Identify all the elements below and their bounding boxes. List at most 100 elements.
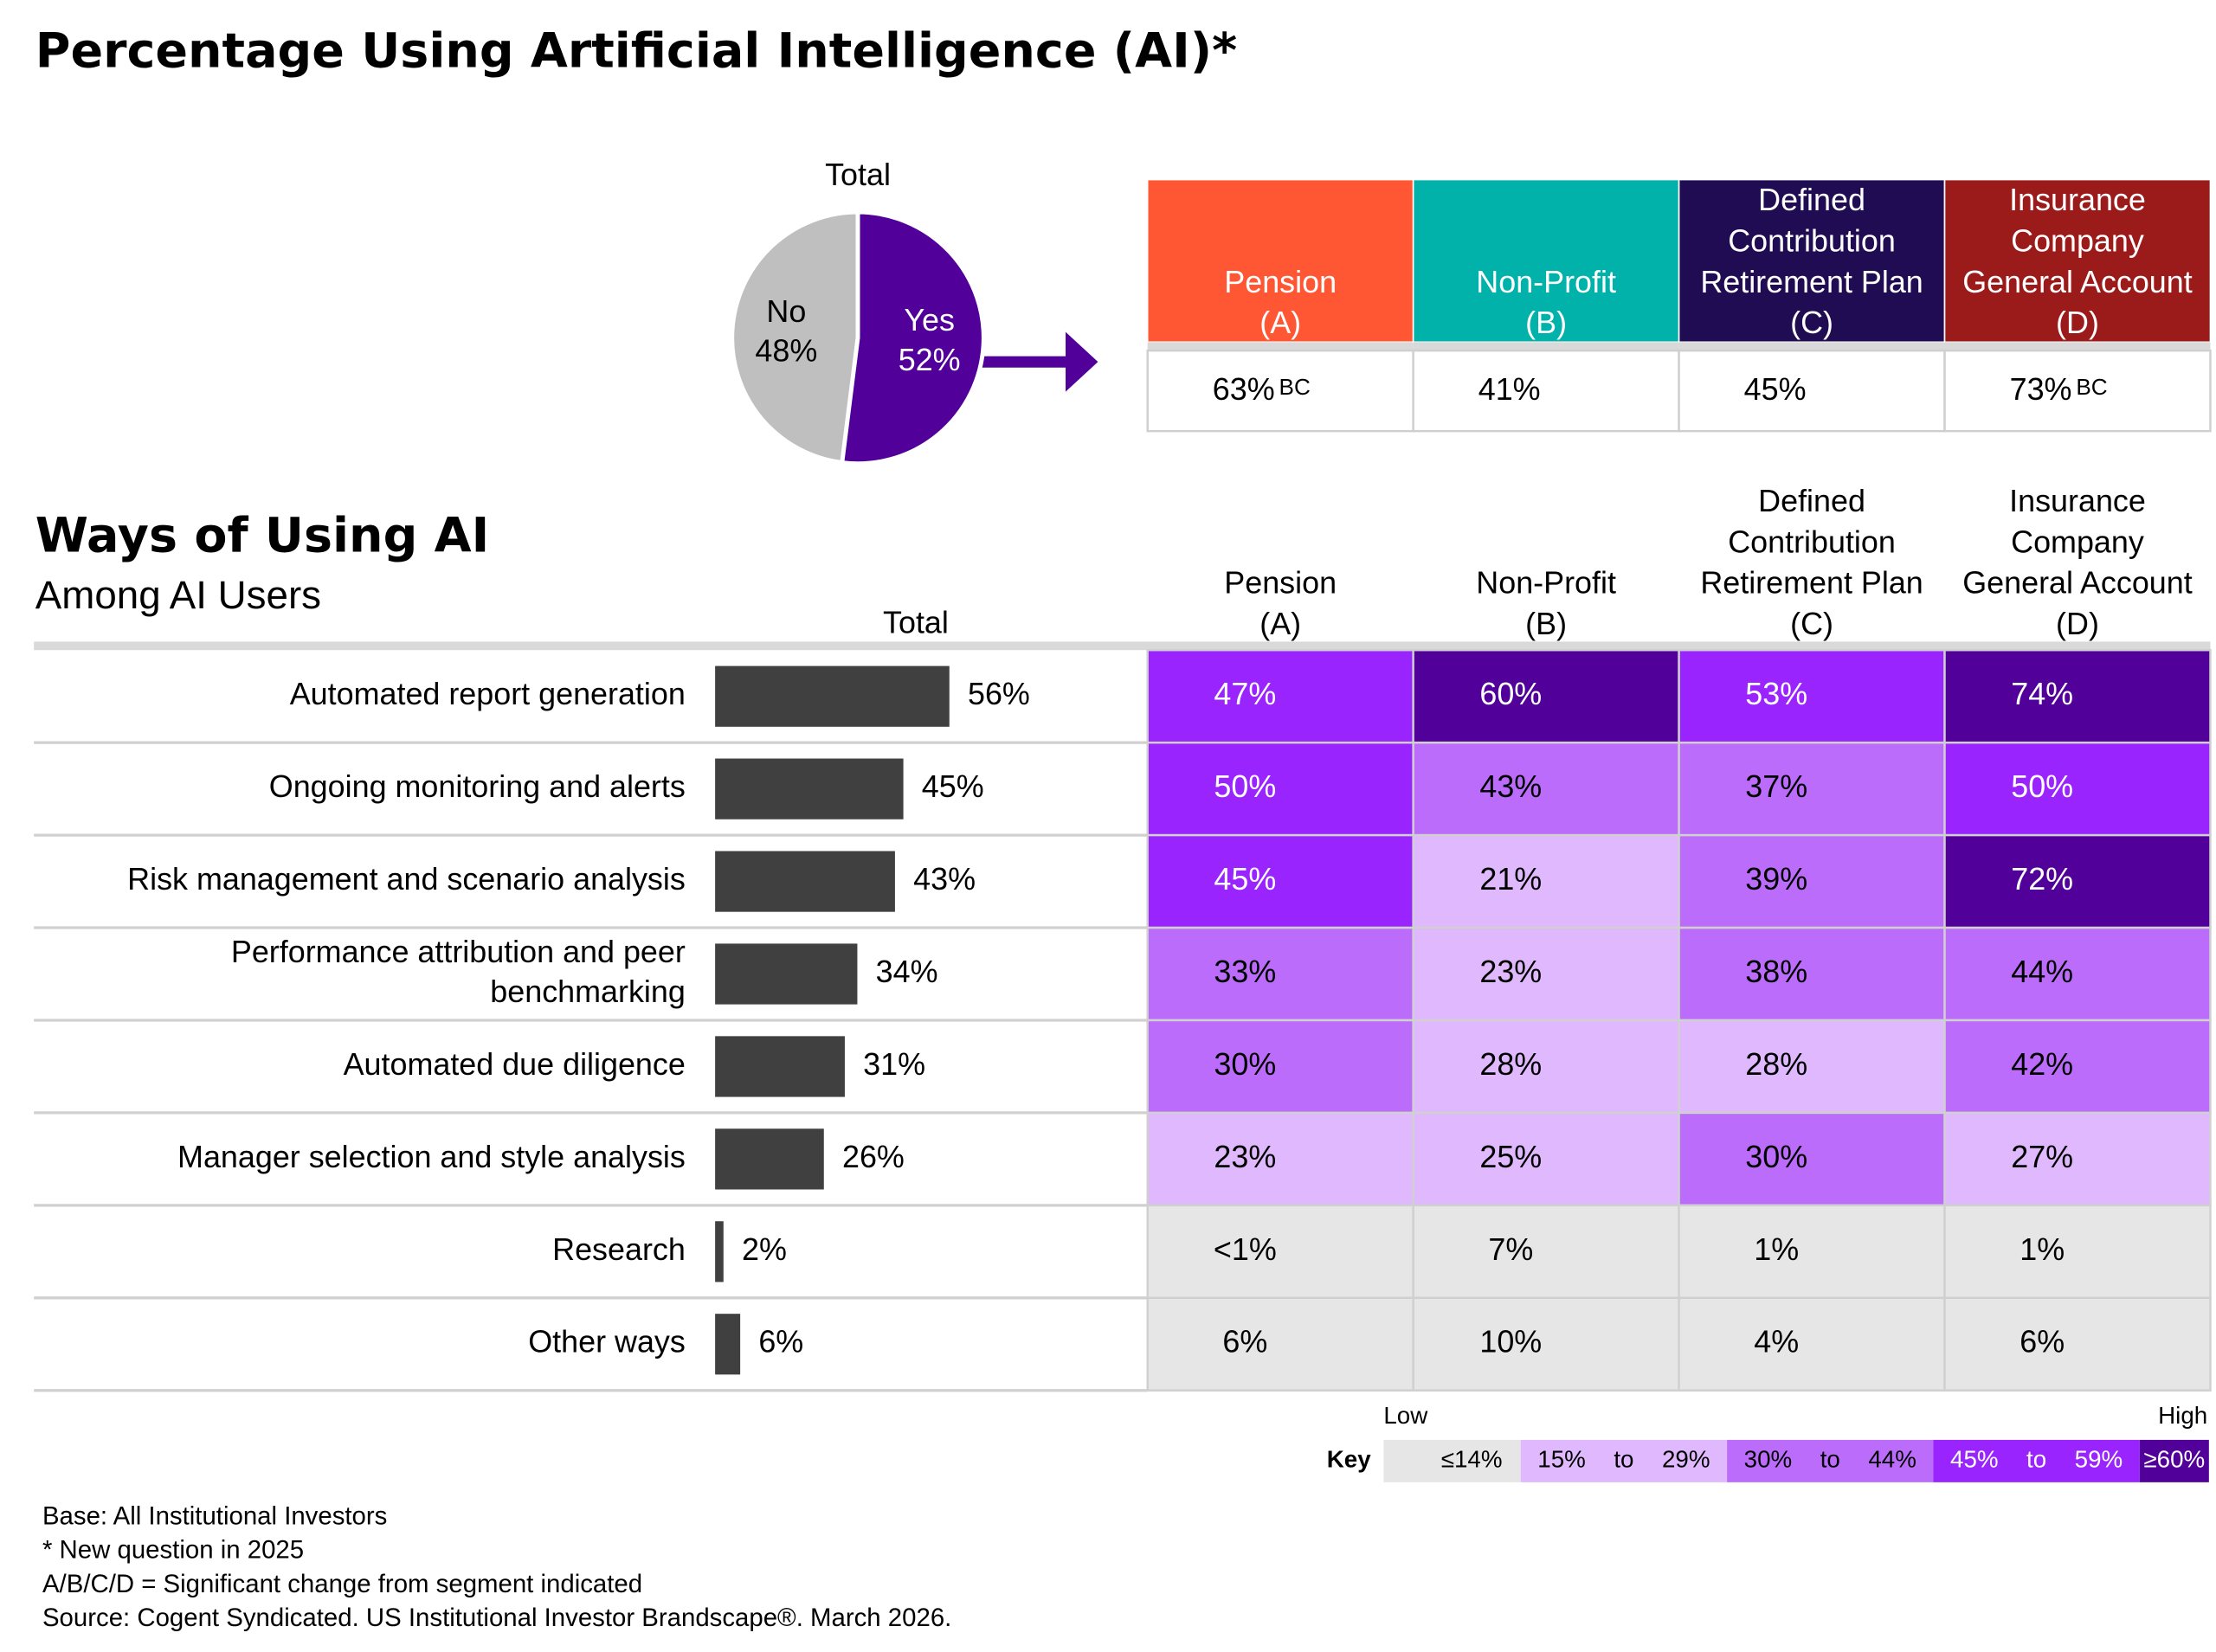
row-label: Automated due diligence <box>344 1046 686 1082</box>
key-low-label: Low <box>1383 1402 1428 1429</box>
segment-header <box>1412 178 1680 344</box>
segment-value: 45% <box>1744 371 1807 407</box>
key-swatch <box>1520 1439 1728 1482</box>
key-low-value: 15% <box>1537 1446 1586 1473</box>
bar <box>715 758 904 820</box>
bar <box>715 1314 741 1375</box>
heatmap-value-label: 44% <box>2011 954 2073 989</box>
row-label: Manager selection and style analysis <box>177 1139 686 1174</box>
segment-header-label: Defined <box>1758 182 1865 217</box>
segment-band <box>1944 342 2211 351</box>
heatmap-value-label: 7% <box>1488 1231 1533 1267</box>
segment-header-label: Company <box>2011 223 2144 259</box>
heatmap-value-label: 37% <box>1745 768 1807 804</box>
footnote: Base: All Institutional Investors <box>42 1501 387 1530</box>
heatmap-cell <box>1146 741 1414 837</box>
key-high-label: High <box>2158 1402 2207 1429</box>
row-label: Ongoing monitoring and alerts <box>269 768 686 804</box>
header-rule <box>34 641 2211 651</box>
heatmap-cell <box>1146 1296 1414 1392</box>
heatmap-column-header: (C) <box>1790 606 1833 641</box>
segment-header-label: Non-Profit <box>1476 264 1616 299</box>
significance-marker: BC <box>1279 374 1311 400</box>
segment-header <box>1943 178 2212 344</box>
heatmap-cell <box>1146 649 1414 744</box>
key-separator: to <box>1820 1446 1840 1473</box>
key-title: Key <box>1327 1446 1371 1473</box>
section-subtitle: Among AI Users <box>35 573 321 617</box>
heatmap-cell <box>1678 1019 1946 1115</box>
heatmap-value-label: 4% <box>1754 1324 1799 1360</box>
segment-band <box>1413 342 1679 351</box>
heatmap-column-header: Company <box>2011 524 2144 559</box>
pie-slice <box>840 209 986 466</box>
footnote: Source: Cogent Syndicated. US Institutio… <box>42 1604 951 1632</box>
heatmap-value-label: <1% <box>1214 1231 1277 1267</box>
key-swatch <box>1383 1439 1521 1482</box>
heatmap-cell <box>1678 926 1946 1022</box>
heatmap-cell <box>1412 741 1680 837</box>
heatmap-column-header: General Account <box>1962 565 2192 601</box>
pie-label: Yes <box>904 302 955 337</box>
bar-value-label: 56% <box>968 676 1030 711</box>
key-low-value: 30% <box>1744 1446 1793 1473</box>
heatmap-value-label: 42% <box>2011 1046 2073 1082</box>
heatmap-cell <box>1146 926 1414 1022</box>
heatmap-value-label: 21% <box>1479 861 1542 897</box>
segment-cell <box>1678 349 1946 433</box>
heatmap-cell <box>1412 1204 1680 1300</box>
pie-title: Total <box>825 157 891 192</box>
pie-label: No <box>766 293 806 329</box>
heatmap-value-label: 23% <box>1479 954 1542 989</box>
heatmap-cell <box>1943 926 2212 1022</box>
heatmap-value-label: 10% <box>1479 1324 1542 1360</box>
heatmap-value-label: 27% <box>2011 1139 2073 1174</box>
heatmap-value-label: 25% <box>1479 1139 1542 1174</box>
key-low-value: 45% <box>1950 1446 1999 1473</box>
key-separator: to <box>2026 1446 2046 1473</box>
segment-band <box>1147 342 1414 351</box>
bar <box>715 1221 724 1282</box>
bar-value-label: 31% <box>863 1046 925 1082</box>
segment-header-label: Pension <box>1224 264 1337 299</box>
heatmap-value-label: 28% <box>1479 1046 1542 1082</box>
key-label: ≥60% <box>2143 1446 2205 1473</box>
key-swatch <box>2139 1439 2209 1482</box>
heatmap-cell <box>1678 1204 1946 1300</box>
key-label: ≤14% <box>1441 1446 1503 1473</box>
heatmap-value-label: 45% <box>1214 861 1276 897</box>
heatmap-column-header: Defined <box>1758 483 1865 518</box>
heatmap-value-label: 28% <box>1745 1046 1807 1082</box>
heatmap-value-label: 60% <box>1479 676 1542 711</box>
heatmap-column-header: (A) <box>1259 606 1301 641</box>
segment-header-label: Contribution <box>1728 223 1896 259</box>
segment-header <box>1678 178 1946 344</box>
bar <box>715 851 895 912</box>
heatmap-cell <box>1146 833 1414 929</box>
row-label: benchmarking <box>490 974 686 1009</box>
heatmap-cell <box>1943 741 2212 837</box>
heatmap-value-label: 30% <box>1214 1046 1276 1082</box>
segment-header-label: Insurance <box>2009 182 2146 217</box>
heatmap-cell <box>1146 1111 1414 1207</box>
segment-header-label: General Account <box>1962 264 2192 299</box>
segment-header <box>1146 178 1414 344</box>
heatmap-value-label: 6% <box>1222 1324 1267 1360</box>
heatmap-value-label: 50% <box>1214 768 1276 804</box>
footnote: * New question in 2025 <box>42 1536 304 1565</box>
bar-value-label: 6% <box>758 1324 803 1360</box>
bar <box>715 1036 845 1097</box>
page-title: Percentage Using Artificial Intelligence… <box>35 22 1237 79</box>
heatmap-value-label: 1% <box>1754 1231 1799 1267</box>
heatmap-value-label: 43% <box>1479 768 1542 804</box>
segment-header-label: (B) <box>1525 305 1567 340</box>
heatmap-value-label: 50% <box>2011 768 2073 804</box>
heatmap-cell <box>1678 833 1946 929</box>
pie-value-label: 52% <box>899 342 961 377</box>
key-swatch <box>1727 1439 1934 1482</box>
segment-value: 41% <box>1478 371 1541 407</box>
heatmap-value-label: 38% <box>1745 954 1807 989</box>
bar-value-label: 26% <box>842 1139 905 1174</box>
heatmap-cell <box>1943 649 2212 744</box>
row-label: Risk management and scenario analysis <box>127 861 686 897</box>
